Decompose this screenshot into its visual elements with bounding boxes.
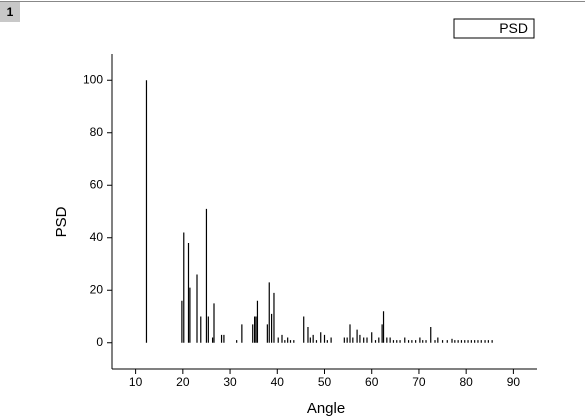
window-tab bbox=[0, 2, 20, 22]
x-tick-label: 50 bbox=[318, 375, 332, 389]
legend-box bbox=[453, 18, 535, 39]
x-tick-label: 40 bbox=[271, 375, 285, 389]
x-tick-label: 60 bbox=[365, 375, 379, 389]
legend-label: PSD bbox=[499, 20, 528, 36]
x-axis-label: Angle bbox=[307, 400, 345, 417]
y-tick-label: 40 bbox=[90, 230, 104, 244]
x-tick-label: 80 bbox=[459, 375, 473, 389]
x-tick-label: 30 bbox=[223, 375, 237, 389]
y-tick-label: 20 bbox=[90, 282, 104, 296]
x-tick-label: 90 bbox=[507, 375, 521, 389]
y-tick-label: 60 bbox=[90, 177, 104, 191]
window-tab-label: 1 bbox=[7, 5, 14, 19]
y-tick-label: 100 bbox=[83, 72, 103, 86]
y-tick-label: 0 bbox=[96, 335, 103, 349]
x-tick-label: 10 bbox=[129, 375, 143, 389]
y-tick-label: 80 bbox=[90, 125, 104, 139]
x-tick-label: 20 bbox=[176, 375, 190, 389]
x-tick-label: 70 bbox=[412, 375, 426, 389]
y-axis-label: PSD bbox=[53, 206, 70, 237]
